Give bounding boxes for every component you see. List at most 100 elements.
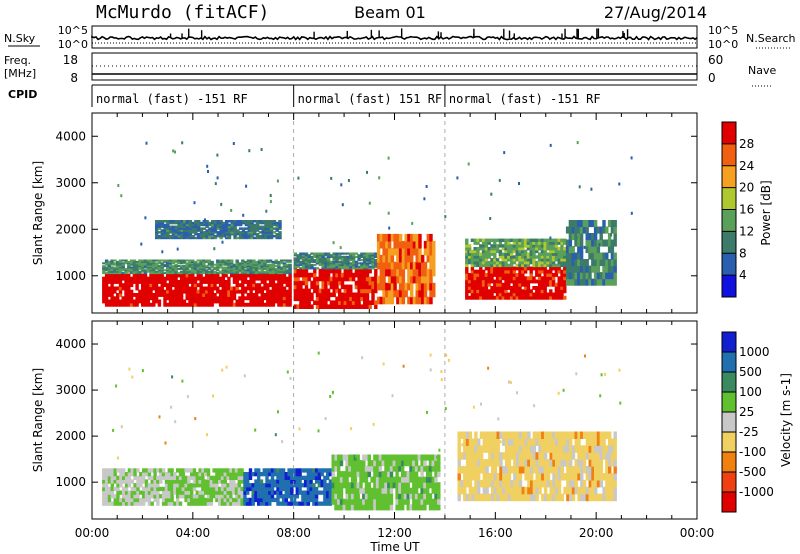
data-cell-r3 xyxy=(406,476,410,483)
data-cell-r6 xyxy=(501,244,505,248)
data-cell-r1 xyxy=(179,272,184,275)
data-cell-r0 xyxy=(282,299,287,304)
data-cell-r0 xyxy=(138,293,142,297)
data-cell-r4 xyxy=(591,459,595,467)
data-cell-r3 xyxy=(365,255,370,258)
data-cell-r3 xyxy=(412,471,416,478)
data-cell-r0 xyxy=(113,472,117,477)
data-cell-r1 xyxy=(199,259,203,262)
data-cell-r1 xyxy=(277,260,281,263)
data-cell-r6 xyxy=(546,247,550,251)
data-cell-r2 xyxy=(290,494,294,499)
data-cell-r1 xyxy=(135,270,139,273)
data-cell-r3 xyxy=(318,252,322,255)
data-cell-r2 xyxy=(357,268,361,274)
data-cell-r1 xyxy=(257,263,262,266)
data-cell-r5 xyxy=(501,289,505,294)
data-cell-r5 xyxy=(495,276,500,281)
data-cell-r4 xyxy=(390,254,395,263)
data-cell-r4 xyxy=(393,275,397,284)
data-cell-r0 xyxy=(249,296,253,301)
data-cell-r2 xyxy=(328,490,333,495)
data-cell-r3 xyxy=(373,493,377,500)
data-cell-r1 xyxy=(152,259,156,262)
data-cell-r1 xyxy=(230,265,234,268)
data-cell-r3 xyxy=(326,263,331,267)
data-cell-r0 xyxy=(130,490,134,495)
data-cell-r3 xyxy=(346,257,350,260)
data-cell-r0 xyxy=(132,302,137,307)
data-cell-r4 xyxy=(541,493,545,502)
data-cell-r0 xyxy=(182,286,187,291)
data-cell-r2 xyxy=(279,494,283,499)
data-cell-r7 xyxy=(596,278,601,286)
data-cell-r2 xyxy=(296,284,300,290)
data-cell-r0 xyxy=(152,283,156,288)
data-cell-r1 xyxy=(288,263,292,266)
data-cell-r0 xyxy=(191,299,195,304)
data-cell-r8 xyxy=(233,234,237,238)
data-cell-r8 xyxy=(171,233,176,236)
data-cell-r7 xyxy=(593,252,598,260)
data-cell-r1 xyxy=(263,265,267,268)
data-cell-r4 xyxy=(546,473,551,481)
data-cell-r8 xyxy=(157,221,162,225)
data-cell-r3 xyxy=(349,263,353,267)
data-cell-r4 xyxy=(532,493,537,502)
data-point xyxy=(503,151,506,155)
data-cell-r1 xyxy=(129,263,134,266)
data-cell-r4 xyxy=(376,247,381,256)
data-cell-r0 xyxy=(102,486,106,492)
data-cell-r5 xyxy=(493,282,497,287)
data-cell-r2 xyxy=(343,276,347,282)
data-cell-r8 xyxy=(269,233,274,236)
data-cell-r4 xyxy=(546,466,551,474)
data-cell-r2 xyxy=(349,296,353,302)
data-cell-r1 xyxy=(243,265,248,268)
data-cell-r0 xyxy=(224,289,228,294)
data-cell-r1 xyxy=(210,265,214,268)
data-cell-r8 xyxy=(258,231,263,234)
data-cell-r1 xyxy=(152,265,156,268)
data-cell-r0 xyxy=(199,302,203,307)
data-point xyxy=(576,141,579,145)
data-cell-r4 xyxy=(585,452,590,460)
data-cell-r4 xyxy=(410,261,414,270)
data-cell-r3 xyxy=(321,257,325,260)
data-cell-r6 xyxy=(546,244,550,248)
data-cell-r5 xyxy=(560,282,564,287)
data-cell-r3 xyxy=(387,471,391,478)
data-cell-r1 xyxy=(174,267,178,270)
data-cell-r3 xyxy=(348,504,352,511)
data-cell-r8 xyxy=(272,227,277,230)
data-cell-r4 xyxy=(482,459,486,467)
data-cell-r8 xyxy=(247,227,251,230)
data-cell-r0 xyxy=(274,283,278,288)
data-cell-r2 xyxy=(326,501,330,506)
data-cell-r5 xyxy=(479,279,483,284)
data-cell-r6 xyxy=(465,244,469,248)
data-cell-r8 xyxy=(205,220,209,223)
data-cell-r1 xyxy=(170,479,174,484)
data-cell-r3 xyxy=(338,257,342,260)
data-cell-r4 xyxy=(524,493,528,502)
data-point xyxy=(213,235,216,239)
data-cell-r2 xyxy=(304,288,309,294)
data-cell-r0 xyxy=(210,286,214,291)
data-cell-r2 xyxy=(281,494,286,499)
data-cell-r1 xyxy=(188,270,192,273)
data-cell-r3 xyxy=(384,504,388,511)
data-cell-r0 xyxy=(230,293,234,297)
data-cell-r1 xyxy=(195,497,199,503)
data-cell-r3 xyxy=(409,465,413,472)
data-cell-r5 xyxy=(501,276,505,281)
data-cell-r4 xyxy=(429,296,433,305)
data-cell-r6 xyxy=(549,238,553,242)
data-cell-r4 xyxy=(546,445,551,453)
data-cell-r3 xyxy=(406,487,410,494)
data-cell-r0 xyxy=(252,273,256,278)
data-cell-r2 xyxy=(257,501,261,506)
data-cell-r2 xyxy=(349,272,353,278)
data-cell-r1 xyxy=(129,259,134,262)
data-cell-r6 xyxy=(465,260,469,265)
